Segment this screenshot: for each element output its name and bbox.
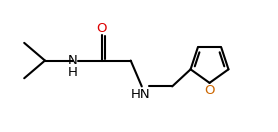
Text: H: H [68,66,78,79]
Text: HN: HN [131,88,150,101]
Text: N: N [68,54,78,67]
Text: O: O [204,84,215,97]
Text: O: O [96,22,107,35]
